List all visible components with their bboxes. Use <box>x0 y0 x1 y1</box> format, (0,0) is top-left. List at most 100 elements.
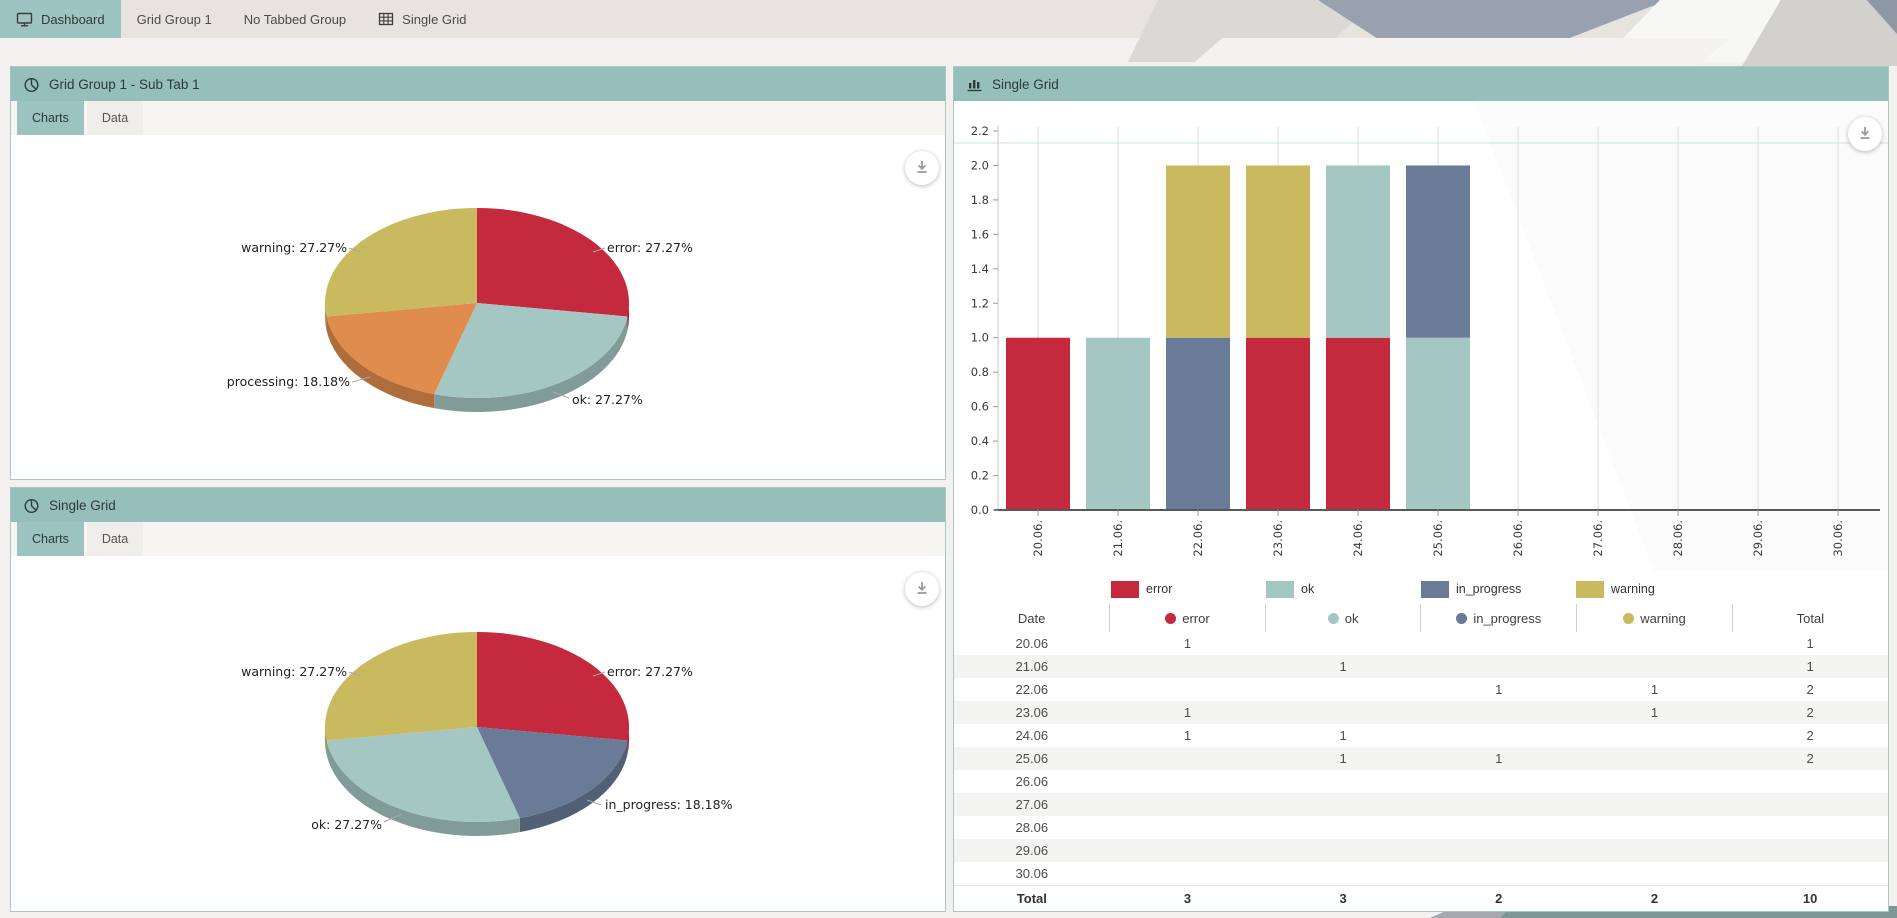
panel-header: Single Grid <box>954 67 1888 101</box>
nav-tab-dashboard[interactable]: Dashboard <box>0 0 121 38</box>
pie-label-ok: ok: 27.27% <box>572 392 643 407</box>
legend-item-warning[interactable]: warning <box>1576 580 1731 598</box>
pie-chart-grid-group-1[interactable]: warning: 27.27% error: 27.27% processing… <box>11 135 945 479</box>
nav-tab-single-grid[interactable]: Single Grid <box>362 0 482 38</box>
table-cell: 1 <box>1339 659 1347 674</box>
bar-segment-warning-23.06.[interactable] <box>1246 165 1310 338</box>
table-cell <box>1421 816 1577 839</box>
pie-slice-rim <box>325 303 327 331</box>
table-cell <box>1732 793 1888 816</box>
table-row[interactable]: 30.06 <box>954 862 1888 885</box>
bar-segment-warning-22.06.[interactable] <box>1166 165 1230 338</box>
monitor-icon <box>16 11 33 28</box>
legend-item-error[interactable]: error <box>1111 580 1266 598</box>
download-chart-button[interactable] <box>905 572 939 606</box>
table-cell: 28.06 <box>1015 820 1049 835</box>
table-row[interactable]: 21.06 1 1 <box>954 655 1888 678</box>
table-total-cell: 2 <box>1576 884 1733 911</box>
pie-slice-warning[interactable] <box>325 208 477 317</box>
table-cell <box>1732 816 1888 839</box>
panel-title: Single Grid <box>49 497 116 513</box>
table-cell: 1 <box>1183 705 1192 720</box>
download-icon <box>1857 125 1873 144</box>
table-cell <box>1421 655 1577 678</box>
pie-label-warning: warning: 27.27% <box>241 240 347 255</box>
column-header-in-progress[interactable]: in_progress <box>1420 604 1577 632</box>
column-header-date[interactable]: Date <box>1017 610 1046 626</box>
table-row[interactable]: 28.06 <box>954 816 1888 839</box>
table-cell <box>1110 678 1266 701</box>
pie-slice-processing[interactable] <box>326 303 477 395</box>
pie-slice-ok[interactable] <box>434 303 628 398</box>
tab-data[interactable]: Data <box>86 101 144 135</box>
bar-segment-ok-25.06.[interactable] <box>1406 337 1470 510</box>
bar-segment-error-20.06.[interactable] <box>1006 337 1070 510</box>
table-row[interactable]: 24.06 1 1 2 <box>954 724 1888 747</box>
tab-data[interactable]: Data <box>86 522 144 556</box>
nav-tab-label: Single Grid <box>402 11 467 27</box>
table-row[interactable]: 22.06 1 1 2 <box>954 678 1888 701</box>
download-chart-button[interactable] <box>1848 117 1882 151</box>
nav-tab-no-tabbed-group[interactable]: No Tabbed Group <box>228 0 362 38</box>
pie-slice-in_progress[interactable] <box>477 727 628 819</box>
tab-charts[interactable]: Charts <box>17 522 84 556</box>
table-header-row: Date error ok in_progress warning Total <box>954 604 1888 632</box>
table-row[interactable]: 20.06 1 1 <box>954 632 1888 655</box>
table-cell <box>1577 770 1733 793</box>
column-header-warning[interactable]: warning <box>1576 604 1733 632</box>
legend-item-ok[interactable]: ok <box>1266 580 1421 598</box>
table-cell <box>1577 655 1733 678</box>
x-axis-label: 27.06. <box>1591 520 1605 557</box>
bar-segment-ok-24.06.[interactable] <box>1326 165 1390 338</box>
table-cell: 1 <box>1183 636 1192 651</box>
bar-segment-in_progress-22.06.[interactable] <box>1166 337 1230 510</box>
table-cell <box>1265 701 1421 724</box>
column-header-error[interactable]: error <box>1109 604 1266 632</box>
table-row[interactable]: 25.06 1 1 2 <box>954 747 1888 770</box>
pie-slice-rim <box>627 303 629 331</box>
error-dot-icon <box>1165 612 1177 624</box>
table-row[interactable]: 23.06 1 1 2 <box>954 701 1888 724</box>
table-row[interactable]: 29.06 <box>954 839 1888 862</box>
bar-segment-error-23.06.[interactable] <box>1246 337 1310 510</box>
bar-segment-error-24.06.[interactable] <box>1326 337 1390 510</box>
pie-chart-single-grid[interactable]: warning: 27.27% error: 27.27% ok: 27.27%… <box>11 556 945 909</box>
y-axis-label: 1.2 <box>971 296 989 310</box>
tab-charts[interactable]: Charts <box>17 101 84 135</box>
pie-slice-error[interactable] <box>477 632 630 741</box>
table-row[interactable]: 26.06 <box>954 770 1888 793</box>
bar-segment-ok-21.06.[interactable] <box>1086 337 1150 510</box>
column-header-total[interactable]: Total <box>1731 604 1888 632</box>
table-cell <box>1265 793 1421 816</box>
legend-item-in-progress[interactable]: in_progress <box>1421 580 1576 598</box>
download-chart-button[interactable] <box>905 151 939 185</box>
x-axis-label: 28.06. <box>1671 520 1685 557</box>
y-axis-label: 2.0 <box>971 158 989 172</box>
table-cell <box>1265 839 1421 862</box>
table-cell: 1 <box>1183 728 1192 743</box>
pie-slice-warning[interactable] <box>325 632 477 741</box>
nav-tab-grid-group-1[interactable]: Grid Group 1 <box>121 0 228 38</box>
table-cell <box>1110 770 1266 793</box>
table-cell: 2 <box>1806 682 1814 697</box>
y-axis-label: 1.4 <box>971 262 989 276</box>
pie-chart-icon <box>23 497 40 514</box>
legend-label: in_progress <box>1456 582 1522 596</box>
tab-bar: Charts Data <box>11 522 945 556</box>
pie-slice-rim <box>519 740 628 833</box>
pie-chart-icon <box>23 76 40 93</box>
table-cell <box>1110 839 1266 862</box>
stacked-bar-chart[interactable]: 0.0 0.2 0.4 0.6 0.8 1.0 1.2 1.4 1.6 1.8 2.0 2.2 20.0… <box>954 101 1888 571</box>
ok-dot-icon <box>1327 612 1339 624</box>
column-header-ok[interactable]: ok <box>1264 604 1421 632</box>
pie-label-leader <box>592 671 606 677</box>
y-axis-label: 2.2 <box>971 124 989 138</box>
table-row[interactable]: 27.06 <box>954 793 1888 816</box>
pie-slice-error[interactable] <box>477 208 630 317</box>
table-cell: 26.06 <box>1015 774 1049 789</box>
table-cell <box>1577 747 1733 770</box>
bar-segment-in_progress-25.06.[interactable] <box>1406 165 1470 338</box>
y-axis-label: 0.8 <box>971 365 989 379</box>
pie-slice-ok[interactable] <box>326 727 520 822</box>
legend-label: error <box>1146 582 1173 596</box>
